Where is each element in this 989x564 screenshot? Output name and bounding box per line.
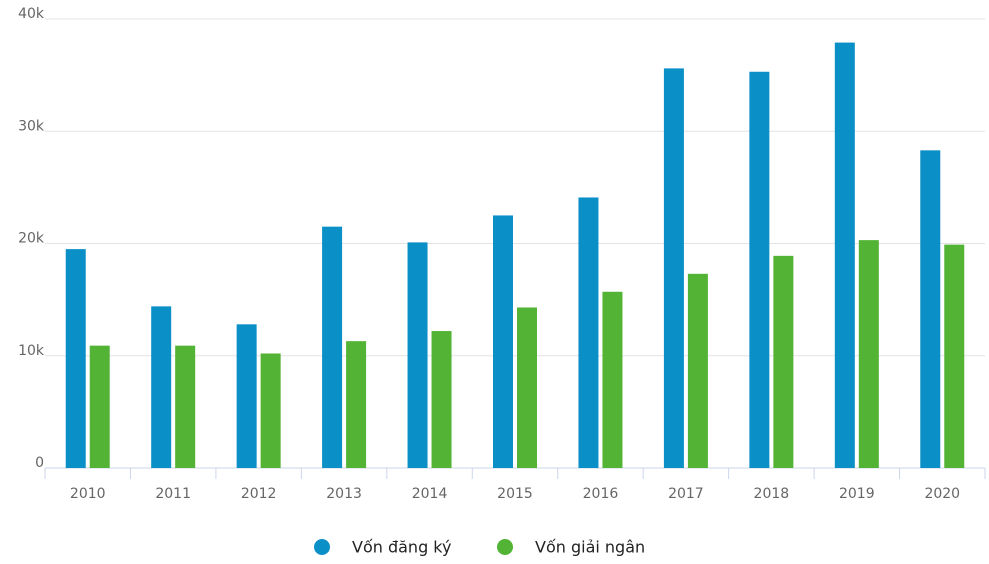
x-tick-label: 2016 [583, 486, 619, 502]
bar [431, 331, 452, 468]
bar [89, 345, 110, 468]
bar [346, 341, 367, 468]
legend-label: Vốn đăng ký [352, 538, 451, 557]
x-tick-label: 2013 [326, 486, 362, 502]
x-tick-label: 2010 [70, 486, 106, 502]
bar [749, 71, 770, 468]
bar [175, 345, 196, 468]
bar [663, 68, 684, 468]
bar [920, 150, 941, 468]
bar [65, 249, 86, 468]
x-tick-label: 2017 [668, 486, 704, 502]
y-tick-label: 0 [35, 455, 44, 471]
bar [687, 273, 708, 468]
bar [322, 226, 343, 468]
bar [773, 255, 794, 468]
y-tick-label: 10k [18, 343, 45, 359]
y-tick-label: 20k [18, 231, 45, 247]
x-tick-label: 2018 [754, 486, 790, 502]
bar [517, 307, 537, 468]
y-tick-label: 30k [18, 118, 45, 134]
bar [834, 42, 855, 468]
x-tick-label: 2012 [241, 486, 277, 502]
bar [151, 306, 172, 468]
x-tick-label: 2019 [839, 486, 875, 502]
bar [493, 215, 513, 468]
legend-marker [497, 539, 513, 555]
y-tick-label: 40k [18, 6, 45, 22]
bar [578, 197, 599, 469]
legend-marker [314, 539, 330, 555]
x-tick-label: 2020 [924, 486, 960, 502]
x-tick-label: 2014 [412, 486, 448, 502]
bar [407, 242, 428, 468]
bar [260, 353, 281, 468]
bar [602, 291, 623, 468]
bar [944, 244, 965, 468]
bar [236, 324, 257, 468]
x-tick-label: 2015 [497, 486, 533, 502]
legend-label: Vốn giải ngân [535, 538, 645, 557]
bar [858, 240, 879, 468]
x-tick-label: 2011 [155, 486, 191, 502]
